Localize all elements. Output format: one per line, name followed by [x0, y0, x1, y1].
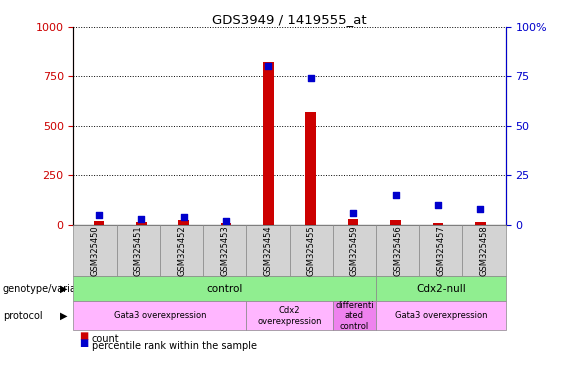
Bar [475, 222, 485, 225]
Text: Cdx2-null: Cdx2-null [416, 284, 466, 294]
Text: GSM325456: GSM325456 [393, 225, 402, 276]
Text: GSM325459: GSM325459 [350, 225, 359, 276]
Bar [94, 221, 104, 225]
Text: differenti
ated
control: differenti ated control [335, 301, 373, 331]
Point [179, 214, 188, 220]
Text: ▶: ▶ [59, 311, 67, 321]
Text: GSM325450: GSM325450 [90, 225, 99, 276]
Text: genotype/variation: genotype/variation [3, 284, 95, 294]
Text: Gata3 overexpression: Gata3 overexpression [394, 311, 487, 320]
Text: GSM325458: GSM325458 [480, 225, 489, 276]
Point [433, 202, 442, 208]
Text: percentile rank within the sample: percentile rank within the sample [92, 341, 257, 351]
Text: ■: ■ [79, 331, 88, 341]
Text: ■: ■ [79, 338, 88, 348]
Point [264, 63, 273, 70]
Bar [306, 112, 316, 225]
Bar [221, 223, 231, 225]
Text: GSM325455: GSM325455 [307, 225, 316, 276]
Text: Cdx2
overexpression: Cdx2 overexpression [257, 306, 322, 326]
Title: GDS3949 / 1419555_at: GDS3949 / 1419555_at [212, 13, 367, 26]
Bar [390, 220, 401, 225]
Point [94, 212, 103, 218]
Text: GSM325457: GSM325457 [436, 225, 445, 276]
Bar [433, 223, 443, 225]
Point [306, 75, 315, 81]
Text: protocol: protocol [3, 311, 42, 321]
Bar [179, 220, 189, 225]
Text: GSM325454: GSM325454 [263, 225, 272, 276]
Point [221, 218, 231, 224]
Text: control: control [207, 284, 243, 294]
Point [349, 210, 358, 216]
Text: GSM325453: GSM325453 [220, 225, 229, 276]
Text: GSM325452: GSM325452 [177, 225, 186, 276]
Text: Gata3 overexpression: Gata3 overexpression [114, 311, 206, 320]
Bar [263, 63, 273, 225]
Point [137, 216, 146, 222]
Text: count: count [92, 334, 119, 344]
Point [391, 192, 400, 198]
Text: GSM325451: GSM325451 [134, 225, 143, 276]
Bar [136, 222, 146, 225]
Point [476, 206, 485, 212]
Bar [348, 219, 358, 225]
Text: ▶: ▶ [59, 284, 67, 294]
